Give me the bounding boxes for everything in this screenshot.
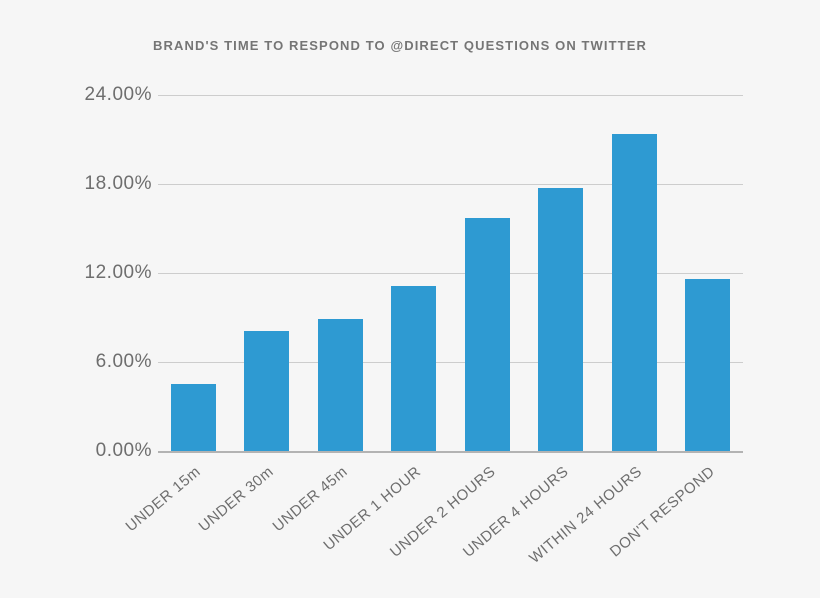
plot-area: UNDER 15m UNDER 30m UNDER 45m UNDER 1 HOUR U… [123,95,743,567]
gridline [158,184,743,185]
gridline [158,273,743,274]
chart-title: BRAND'S TIME TO RESPOND TO @DIRECT QUEST… [153,38,647,53]
bar [171,384,216,451]
bar [317,318,363,451]
y-tick-label: 0.00% [95,440,152,461]
bar [611,133,657,451]
gridline [158,362,743,363]
bar [391,286,437,451]
bar [684,278,730,451]
x-tick-label: UNDER 30m [195,463,278,536]
y-tick-label: 12.00% [84,262,152,283]
gridline [158,95,743,96]
y-tick-label: 6.00% [95,351,152,372]
bar [244,330,290,451]
bar-series [158,95,743,451]
y-axis: 24.00% 18.00% 12.00% 6.00% 0.00% [48,84,152,461]
bar [464,218,510,451]
bar [538,188,584,451]
y-tick-label: 24.00% [84,84,152,105]
y-tick-label: 18.00% [84,173,152,194]
x-tick-label: UNDER 15m [122,463,205,536]
x-axis: UNDER 15m UNDER 30m UNDER 45m UNDER 1 HOUR U… [123,451,743,571]
